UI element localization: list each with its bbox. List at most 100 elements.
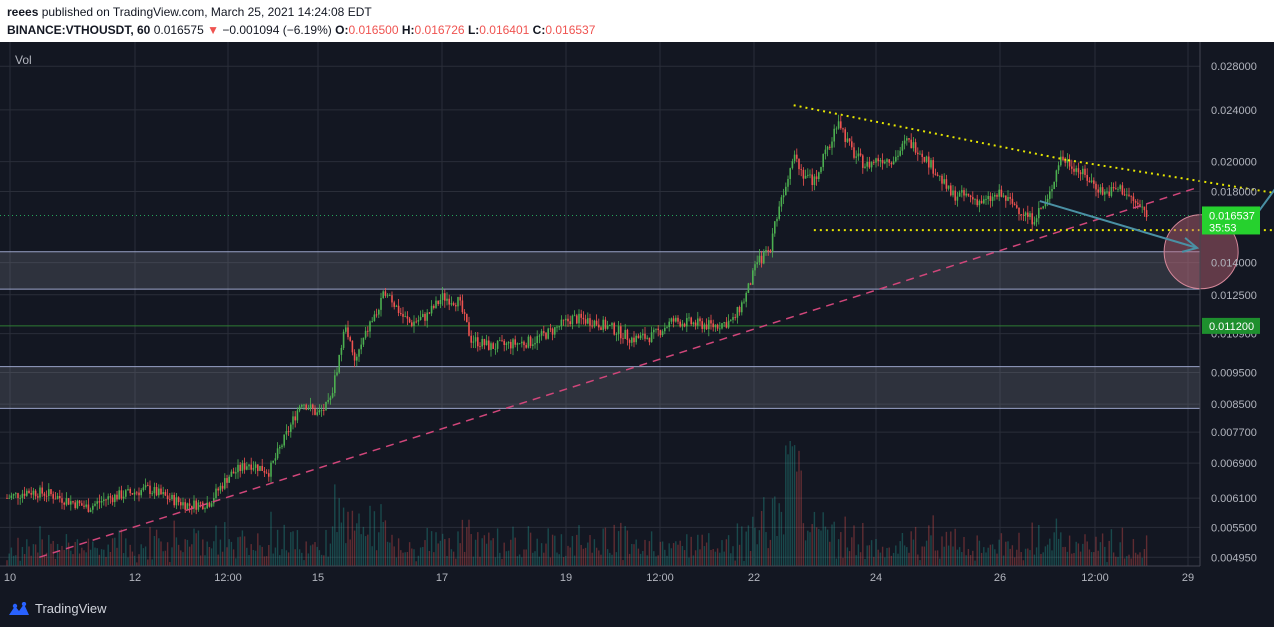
candle-body: [1075, 168, 1077, 172]
volume-bar: [50, 543, 52, 566]
candle-body: [479, 346, 481, 348]
candle-body: [1005, 195, 1007, 201]
tradingview-brand[interactable]: TradingView: [8, 601, 107, 616]
candle-body: [140, 490, 142, 496]
volume-bar: [105, 556, 107, 566]
volume-bar: [307, 553, 310, 566]
candle-body: [848, 138, 851, 142]
candle-body: [230, 471, 233, 477]
symbol-name[interactable]: BINANCE:VTHOUSDT, 60: [7, 23, 151, 37]
candle-body: [518, 343, 521, 345]
volume-bar: [1079, 551, 1082, 566]
candle-body: [890, 162, 893, 165]
volume-bar: [567, 545, 569, 566]
open-value: 0.016500: [348, 23, 399, 37]
candle-body: [1000, 189, 1003, 197]
volume-bar: [204, 555, 206, 566]
candle-body: [950, 185, 952, 196]
down-arrow: [1039, 200, 1198, 249]
volume-bar: [386, 541, 389, 566]
candle-body: [131, 493, 134, 495]
candle-body: [758, 255, 761, 263]
volume-bar: [690, 536, 692, 566]
volume-bar: [956, 549, 959, 566]
level-label-box: [1202, 317, 1260, 334]
volume-bar: [74, 541, 76, 566]
candle-body: [213, 498, 215, 504]
candle-body: [710, 320, 712, 324]
candle-body: [952, 190, 954, 196]
candle-body: [862, 155, 864, 168]
volume-bar: [349, 539, 351, 566]
candle-body: [252, 467, 255, 470]
volume-bar: [358, 513, 360, 566]
candle-body: [320, 410, 323, 411]
candle-body: [56, 496, 59, 499]
price-tick-label: 0.028000: [1211, 61, 1257, 73]
volume-bar: [820, 530, 822, 566]
candle-body: [976, 199, 978, 206]
volume-bar: [987, 547, 989, 566]
volume-bar: [730, 553, 732, 566]
candle-body: [1104, 191, 1106, 195]
candle-body: [1088, 180, 1091, 183]
candle-body: [870, 162, 873, 168]
volume-bar: [1064, 546, 1066, 566]
candle-body: [892, 161, 895, 165]
candle-body: [406, 316, 409, 319]
candle-body: [972, 197, 974, 200]
time-tick-label: 17: [436, 572, 448, 584]
candle-body: [496, 340, 499, 349]
volume-bar: [694, 550, 697, 566]
volume-bar: [701, 534, 703, 566]
volume-bar: [428, 550, 431, 566]
candle-body: [400, 312, 402, 314]
candle-body: [516, 343, 519, 345]
candle-body: [734, 317, 736, 318]
last-price: 0.016575: [153, 23, 204, 37]
volume-bar: [169, 562, 171, 566]
candle-body: [910, 139, 912, 149]
price-chart[interactable]: 0.028000 0.024000 0.020000 0.018000 0.014000…: [0, 42, 1274, 596]
candle-body: [721, 323, 723, 329]
volume-bar: [195, 533, 197, 566]
volume-bar: [798, 450, 800, 566]
volume-bar: [221, 551, 224, 566]
volume-bar: [617, 531, 620, 566]
volume-bar: [815, 527, 818, 566]
candle-body: [547, 328, 549, 339]
candle-body: [386, 295, 389, 297]
candle-body: [494, 348, 497, 350]
volume-bar: [463, 551, 466, 566]
author-name[interactable]: reees: [7, 5, 39, 19]
volume-bar: [875, 539, 877, 566]
volume-bar: [441, 533, 444, 566]
volume-bar: [540, 543, 543, 566]
volume-bar: [1009, 548, 1011, 566]
volume-indicator-label[interactable]: Vol: [15, 53, 32, 67]
volume-bar: [1071, 553, 1073, 566]
candle-body: [67, 498, 70, 505]
candle-body: [866, 161, 868, 167]
candle-body: [800, 169, 802, 170]
volume-bar: [219, 539, 222, 566]
candle-body: [941, 175, 943, 184]
candle-body: [290, 424, 292, 432]
volume-bar: [499, 552, 501, 566]
candle-body: [485, 340, 488, 346]
volume-bar: [536, 538, 538, 566]
volume-bar: [576, 534, 578, 566]
time-tick-label: 12:00: [646, 572, 674, 584]
volume-bar: [829, 541, 831, 566]
volume-bar: [547, 528, 549, 566]
price-tick-label: 0.006900: [1211, 458, 1257, 470]
candle-body: [70, 501, 72, 505]
volume-bar: [822, 512, 824, 566]
volume-bar: [459, 543, 461, 566]
price-zone: [0, 366, 1200, 409]
candle-body: [642, 333, 644, 336]
volume-bar: [818, 529, 820, 566]
volume-bar: [969, 555, 972, 566]
candle-body: [945, 179, 948, 189]
candle-body: [752, 270, 754, 285]
